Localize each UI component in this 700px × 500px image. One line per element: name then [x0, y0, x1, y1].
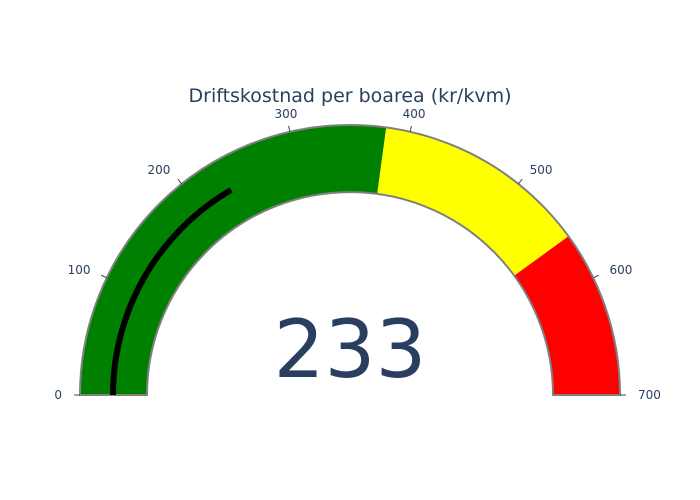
gauge-axis: 0 100 200 300 400 500 600 700: [54, 107, 661, 402]
gauge-value-bar: [110, 187, 233, 396]
tick-label-0: 0: [54, 388, 62, 402]
tick-mark-100: [101, 274, 107, 279]
gauge-step-0: [80, 125, 387, 395]
tick-mark-400: [409, 125, 412, 132]
gauge-value-label: 233: [274, 303, 427, 396]
gauge-value-bar-group: [110, 187, 233, 396]
tick-mark-600: [593, 274, 599, 279]
tick-mark-200: [177, 178, 183, 185]
tick-label-300: 300: [274, 107, 297, 121]
tick-label-600: 600: [609, 263, 632, 277]
gauge-step-2: [514, 236, 620, 395]
gauge-outline-path: [78, 124, 622, 396]
tick-label-400: 400: [403, 107, 426, 121]
tick-label-500: 500: [530, 163, 553, 177]
tick-label-700: 700: [638, 388, 661, 402]
gauge-outline: [78, 124, 622, 396]
gauge-steps: [80, 125, 620, 395]
tick-mark-300: [288, 125, 291, 132]
tick-mark-500: [517, 178, 523, 185]
tick-label-100: 100: [68, 263, 91, 277]
gauge-step-1: [377, 127, 569, 276]
chart-title: Driftskostnad per boarea (kr/kvm): [189, 85, 512, 107]
tick-label-200: 200: [148, 163, 171, 177]
